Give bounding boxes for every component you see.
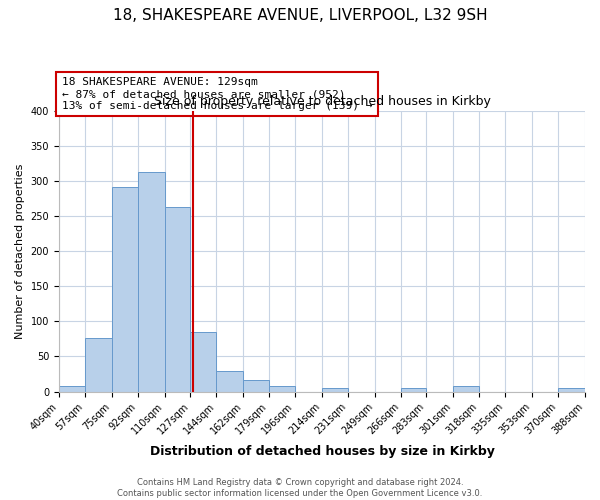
Bar [85,338,112,392]
Bar [401,388,426,392]
Text: Contains HM Land Registry data © Crown copyright and database right 2024.
Contai: Contains HM Land Registry data © Crown c… [118,478,482,498]
Bar [165,207,190,392]
Text: 18, SHAKESPEARE AVENUE, LIVERPOOL, L32 9SH: 18, SHAKESPEARE AVENUE, LIVERPOOL, L32 9… [113,8,487,22]
Bar [454,386,479,392]
X-axis label: Distribution of detached houses by size in Kirkby: Distribution of detached houses by size … [149,444,494,458]
Y-axis label: Number of detached properties: Number of detached properties [15,164,25,339]
Bar [190,332,216,392]
Bar [59,386,85,392]
Bar [216,371,244,392]
Bar [244,380,269,392]
Bar [112,187,137,392]
Bar [269,386,295,392]
Title: Size of property relative to detached houses in Kirkby: Size of property relative to detached ho… [154,95,490,108]
Text: 18 SHAKESPEARE AVENUE: 129sqm
← 87% of detached houses are smaller (952)
13% of : 18 SHAKESPEARE AVENUE: 129sqm ← 87% of d… [62,78,372,110]
Bar [137,172,165,392]
Bar [322,388,347,392]
Bar [558,388,585,392]
